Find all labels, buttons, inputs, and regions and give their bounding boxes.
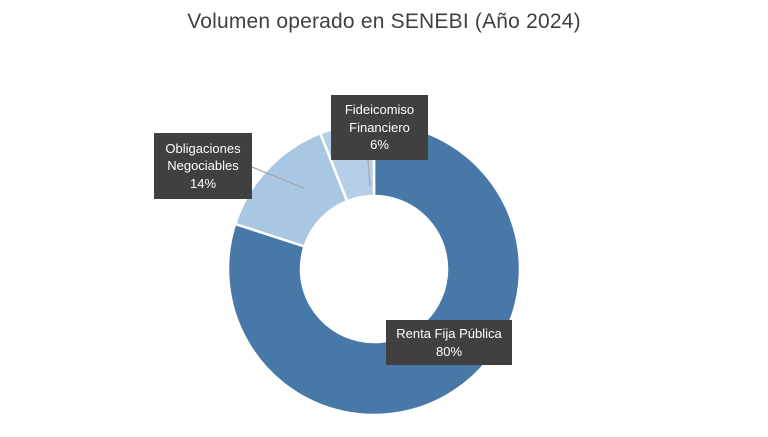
- data-label-category: Fideicomiso Financiero: [344, 102, 415, 135]
- data-label-renta-fija-publica: Renta Fija Pública 80%: [386, 320, 512, 365]
- donut-slices: [226, 121, 522, 417]
- data-label-category: Obligaciones Negociables: [165, 140, 241, 174]
- data-label-category: Renta Fija Pública: [396, 325, 502, 341]
- leader-line-obligaciones-negociables: [251, 166, 305, 189]
- data-label-value: 80%: [435, 343, 463, 359]
- leader-line-fideicomiso-financiero: [367, 159, 371, 187]
- data-label-value: 6%: [370, 137, 389, 153]
- data-label-obligaciones-negociables: Obligaciones Negociables 14%: [154, 133, 252, 199]
- data-label-value: 14%: [189, 175, 217, 191]
- chart-title: Volumen operado en SENEBI (Año 2024): [187, 10, 581, 33]
- data-label-fideicomiso-financiero: Fideicomiso Financiero 6%: [331, 95, 428, 160]
